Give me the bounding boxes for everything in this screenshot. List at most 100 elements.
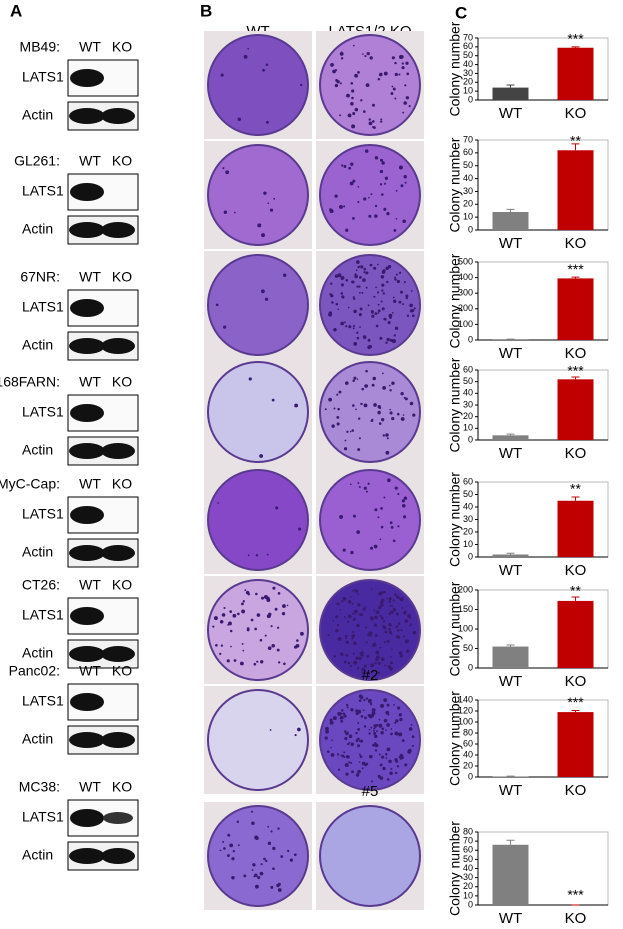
colony <box>341 276 344 279</box>
colony <box>237 612 240 616</box>
colony <box>387 321 391 325</box>
y-tick-label: 10 <box>463 423 473 433</box>
colony <box>343 615 346 619</box>
colony <box>387 265 392 269</box>
colony <box>356 530 361 534</box>
colony <box>387 478 391 483</box>
bar <box>492 435 529 440</box>
colony <box>359 307 363 311</box>
lane-label: KO <box>112 39 132 55</box>
y-tick-label: 100 <box>458 319 473 329</box>
y-tick-label: 0 <box>468 434 473 444</box>
colony <box>371 314 375 318</box>
colony <box>379 601 382 604</box>
colony <box>261 596 265 600</box>
colony <box>267 646 272 651</box>
colony <box>337 273 342 278</box>
colony <box>247 554 250 557</box>
colony <box>348 325 352 329</box>
colony <box>373 266 377 270</box>
colony <box>356 331 359 334</box>
colony <box>370 617 374 621</box>
colony <box>352 630 355 634</box>
colony <box>352 612 355 616</box>
y-tick-label: 30 <box>463 514 473 524</box>
x-tick-label: KO <box>565 105 587 122</box>
colony <box>373 729 375 732</box>
y-tick-label: 60 <box>463 845 473 855</box>
colony <box>332 620 335 622</box>
colony <box>377 516 380 519</box>
y-axis-label: Colony number <box>447 581 463 676</box>
colony <box>388 612 392 616</box>
colony <box>330 63 334 67</box>
colony <box>243 874 247 878</box>
colony <box>394 61 397 65</box>
lane-label: WT <box>79 577 101 593</box>
y-tick-label: 100 <box>458 623 473 633</box>
lane-label: WT <box>79 269 101 285</box>
colony <box>391 648 393 651</box>
y-tick-label: 80 <box>463 826 473 836</box>
colony <box>405 61 409 65</box>
colony <box>344 763 349 768</box>
x-tick-label: KO <box>565 445 587 462</box>
colony <box>396 625 399 628</box>
colony <box>390 767 393 770</box>
error-bar <box>571 143 580 151</box>
colony <box>406 314 410 318</box>
colony <box>386 723 390 727</box>
colony <box>392 599 395 602</box>
colony <box>341 295 345 299</box>
y-tick-label: 60 <box>463 364 473 374</box>
colony <box>271 398 275 402</box>
colony <box>219 849 222 852</box>
colony <box>365 369 368 373</box>
colony <box>380 300 383 303</box>
colony <box>392 299 397 303</box>
colony <box>373 295 376 298</box>
colony <box>389 411 393 415</box>
colony <box>329 720 334 725</box>
colony <box>336 422 340 426</box>
colony <box>324 736 328 740</box>
colony <box>269 729 272 731</box>
y-tick-label: 20 <box>463 411 473 421</box>
colony <box>402 414 405 416</box>
colony <box>401 66 405 70</box>
colony <box>359 739 364 743</box>
colony <box>259 454 264 458</box>
y-tick-label: 10 <box>463 539 473 549</box>
band <box>70 809 104 827</box>
colony <box>276 648 280 652</box>
colony <box>367 698 372 703</box>
colony <box>367 345 371 350</box>
colony <box>251 810 254 813</box>
colony <box>225 170 230 175</box>
colony <box>404 610 407 613</box>
colony <box>350 742 355 747</box>
band-label: Actin <box>22 221 53 237</box>
colony <box>354 73 358 78</box>
error-bar <box>571 596 580 601</box>
colony <box>236 820 240 824</box>
colony <box>359 651 364 656</box>
colony <box>241 602 244 606</box>
colony <box>219 619 224 624</box>
colony <box>280 855 284 858</box>
significance: ** <box>570 133 581 149</box>
error-bar <box>506 644 515 647</box>
colony <box>345 325 348 328</box>
colony <box>270 885 274 889</box>
y-tick-label: 140 <box>458 694 473 704</box>
y-axis-label: Colony number <box>447 821 463 916</box>
colony <box>346 706 349 709</box>
colony <box>379 603 384 607</box>
colony <box>400 184 404 188</box>
bar <box>492 646 529 668</box>
clone-label: #2 <box>362 667 379 684</box>
colony <box>394 731 399 736</box>
plate <box>319 361 421 463</box>
colony <box>385 341 388 344</box>
band <box>70 299 104 317</box>
